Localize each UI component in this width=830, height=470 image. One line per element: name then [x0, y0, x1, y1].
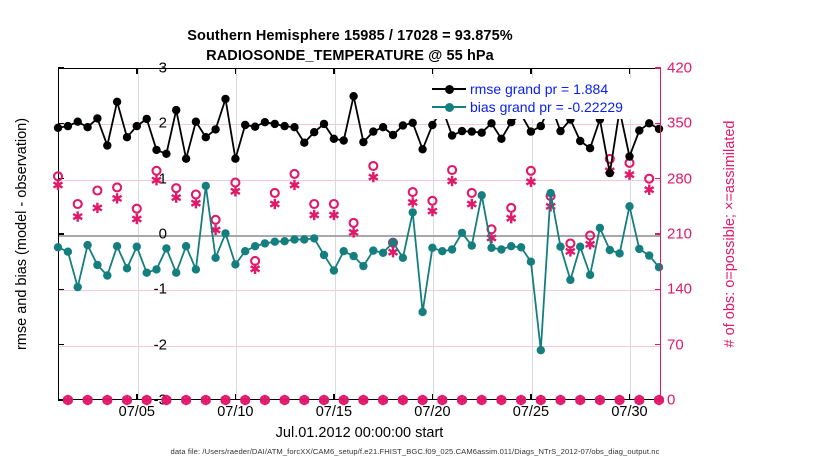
y-axis-right-label: # of obs: o=possible; ×=assimilated	[722, 120, 738, 348]
gridline-vertical	[334, 69, 336, 399]
y-tick-mark-right	[655, 67, 661, 69]
x-tick-mark	[431, 68, 434, 74]
y-tick-mark-left	[58, 288, 64, 291]
x-tick-mark	[234, 68, 237, 74]
chart-title: Southern Hemisphere 15985 / 17028 = 93.8…	[0, 26, 700, 66]
legend-label-bias: bias grand pr = -0.22229	[470, 99, 623, 115]
x-tick-mark	[136, 394, 138, 400]
x-tick-label: 07/10	[217, 404, 254, 420]
y-tick-right: 280	[667, 170, 693, 188]
x-tick-mark	[234, 394, 237, 400]
y-tick-right: 0	[667, 391, 676, 409]
gridline-vertical	[236, 69, 238, 399]
x-axis-label: Jul.01.2012 00:00:00 start	[275, 425, 444, 441]
y-tick-right: 350	[667, 114, 693, 132]
legend-item-rmse: rmse grand pr = 1.884	[432, 80, 656, 98]
y-axis-left-label: rmse and bias (model - observation)	[14, 117, 30, 351]
x-tick-label: 07/05	[118, 404, 155, 420]
y-tick-right: 70	[667, 336, 684, 354]
y-tick-mark-left	[58, 233, 64, 235]
gridline-horizontal	[59, 179, 660, 181]
legend-label-rmse: rmse grand pr = 1.884	[470, 81, 609, 97]
y-tick-left: -1	[153, 280, 167, 298]
y-tick-right: 140	[667, 280, 693, 298]
x-tick-mark	[136, 68, 138, 74]
title-line-1: Southern Hemisphere 15985 / 17028 = 93.8…	[187, 28, 513, 44]
x-tick-mark	[628, 394, 631, 400]
y-tick-mark-right	[655, 177, 661, 180]
y-tick-mark-left	[58, 343, 64, 346]
x-tick-mark	[431, 394, 434, 400]
chart-legend: rmse grand pr = 1.884 bias grand pr = -0…	[428, 78, 660, 119]
y-tick-left: -2	[153, 336, 167, 354]
title-line-2: RADIOSONDE_TEMPERATURE @ 55 hPa	[206, 48, 494, 64]
legend-swatch-rmse	[432, 82, 466, 96]
x-tick-mark	[628, 68, 631, 74]
data-file-footer: data file: /Users/raeder/DAI/ATM_forcXX/…	[170, 447, 660, 456]
y-tick-left: 0	[158, 225, 167, 243]
x-tick-mark	[333, 394, 335, 400]
y-tick-mark-left	[58, 122, 64, 125]
y-tick-right: 420	[667, 59, 693, 77]
x-tick-label: 07/20	[414, 404, 451, 420]
x-tick-label: 07/15	[315, 404, 353, 420]
y-tick-left: 2	[158, 114, 167, 132]
y-tick-mark-left	[58, 399, 64, 401]
x-tick-mark	[333, 68, 335, 74]
y-tick-mark-left	[58, 67, 64, 69]
x-tick-mark	[530, 68, 532, 74]
x-tick-label: 07/30	[611, 404, 648, 420]
y-tick-right: 210	[667, 225, 693, 243]
legend-swatch-bias	[432, 100, 466, 114]
y-tick-mark-left	[58, 177, 64, 180]
legend-item-bias: bias grand pr = -0.22229	[432, 98, 656, 116]
y-tick-left: 1	[158, 170, 167, 188]
y-tick-left: 3	[158, 59, 167, 77]
x-tick-mark	[530, 394, 532, 400]
x-tick-label: 07/25	[512, 404, 550, 420]
right-axis-spine	[659, 68, 661, 400]
